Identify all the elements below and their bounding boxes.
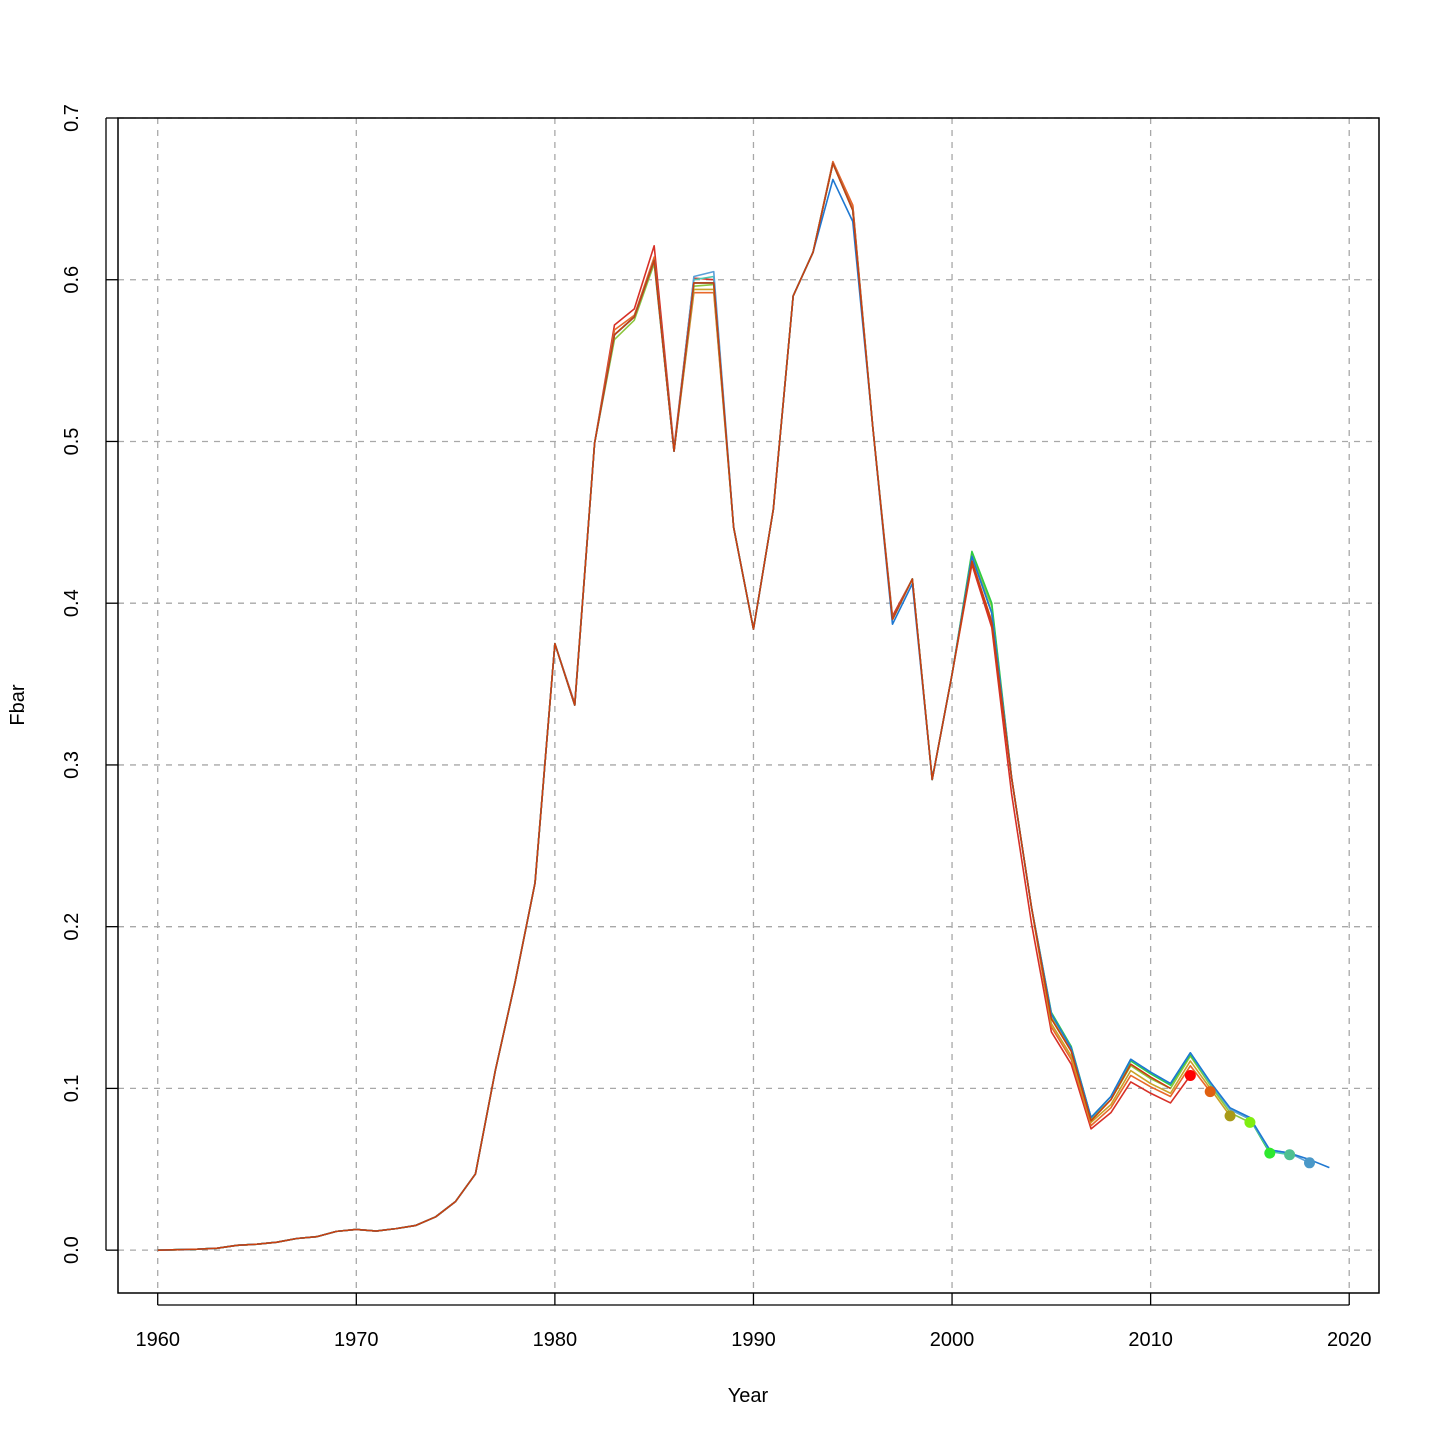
series-lines (157, 160, 1330, 1251)
x-tick-label: 2020 (1327, 1329, 1372, 1351)
terminal-point-2013 (1204, 1086, 1216, 1098)
terminal-point-2016 (1264, 1147, 1276, 1159)
terminal-point-2018 (1303, 1157, 1315, 1169)
y-tick-label: 0.0 (61, 1236, 83, 1264)
y-axis: 0.0 0.1 0.2 0.3 0.4 0.5 0.6 0.7 (61, 104, 118, 1264)
y-tick-label: 0.7 (61, 104, 83, 132)
plot-frame (117, 117, 1380, 1294)
y-tick-label: 0.6 (61, 266, 83, 294)
terminal-point-2012 (1184, 1069, 1196, 1081)
x-tick-label: 2000 (930, 1329, 975, 1351)
terminal-points (1184, 1069, 1315, 1169)
x-tick-label: 1980 (533, 1329, 578, 1351)
series-line-2 (157, 160, 1211, 1251)
y-tick-label: 0.5 (61, 428, 83, 456)
series-line-3 (157, 162, 1231, 1251)
grid-lines (118, 117, 1379, 1293)
terminal-point-2017 (1284, 1149, 1296, 1161)
x-tick-label: 1960 (135, 1329, 180, 1351)
y-tick-label: 0.4 (61, 589, 83, 617)
x-tick-label: 1970 (334, 1329, 379, 1351)
y-tick-label: 0.1 (61, 1074, 83, 1102)
y-tick-label: 0.3 (61, 751, 83, 779)
series-line-8 (157, 178, 1330, 1251)
x-tick-label: 1990 (731, 1329, 776, 1351)
x-axis: 1960 1970 1980 1990 2000 2010 2020 (135, 1293, 1371, 1351)
series-line-5 (157, 162, 1271, 1251)
y-axis-title: Fbar (7, 684, 29, 725)
series-line-6 (157, 162, 1290, 1251)
terminal-point-2014 (1224, 1110, 1236, 1122)
x-axis-title: Year (728, 1385, 769, 1407)
terminal-point-2015 (1244, 1116, 1256, 1128)
series-line-7 (157, 162, 1310, 1251)
series-line-4 (157, 162, 1251, 1251)
series-line-1 (157, 160, 1191, 1251)
x-tick-label: 2010 (1128, 1329, 1173, 1351)
y-tick-label: 0.2 (61, 913, 83, 941)
series-line-9 (157, 162, 1171, 1251)
